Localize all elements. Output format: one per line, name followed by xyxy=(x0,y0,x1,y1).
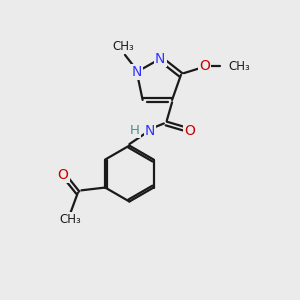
Text: CH₃: CH₃ xyxy=(112,40,134,52)
Text: N: N xyxy=(145,124,155,138)
Text: CH₃: CH₃ xyxy=(229,60,250,73)
Text: CH₃: CH₃ xyxy=(60,213,81,226)
Text: O: O xyxy=(184,124,195,138)
Text: N: N xyxy=(132,65,142,79)
Text: N: N xyxy=(155,52,166,66)
Text: H: H xyxy=(130,124,140,137)
Text: O: O xyxy=(58,168,69,182)
Text: O: O xyxy=(199,59,210,73)
